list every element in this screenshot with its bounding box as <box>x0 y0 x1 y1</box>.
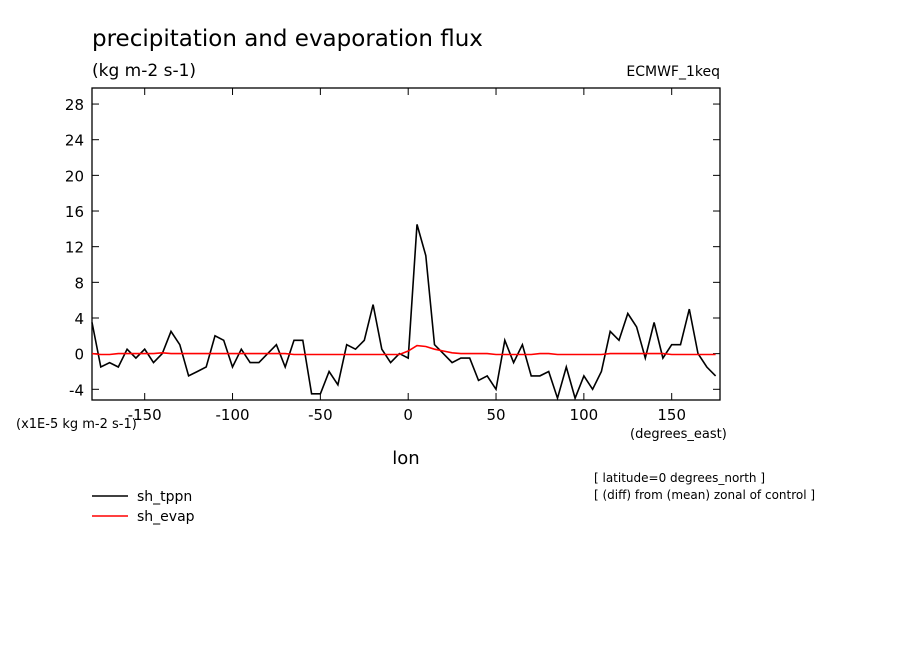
note: [ (diff) from (mean) zonal of control ] <box>594 488 815 502</box>
y-tick-label: 4 <box>74 310 84 328</box>
chart-subtitle: (kg m-2 s-1) <box>92 61 196 81</box>
y-tick-label: -4 <box>69 381 84 399</box>
x-tick-label: -50 <box>308 406 333 424</box>
x-tick-label: 50 <box>486 406 505 424</box>
x-axis-label: lon <box>392 448 419 469</box>
x-tick-label: 100 <box>570 406 599 424</box>
legend-label: sh_evap <box>137 509 195 525</box>
y-unit-label: (x1E-5 kg m-2 s-1) <box>16 417 137 432</box>
chart-title: precipitation and evaporation flux <box>92 26 483 52</box>
y-tick-label: 20 <box>65 167 84 185</box>
x-tick-label: 150 <box>657 406 686 424</box>
data-line <box>91 344 716 356</box>
x-tick-label: -150 <box>128 406 162 424</box>
data-line <box>91 224 717 401</box>
y-tick-label: 16 <box>65 203 84 221</box>
y-tick-label: 24 <box>65 132 84 150</box>
y-tick-label: 12 <box>65 239 84 257</box>
source-label: ECMWF_1keq <box>626 64 720 80</box>
note: [ latitude=0 degrees_north ] <box>594 471 765 485</box>
plot-frame <box>91 87 721 401</box>
x-tick-label: -100 <box>216 406 250 424</box>
x-tick-label: 0 <box>403 406 413 424</box>
y-tick-label: 28 <box>65 96 84 114</box>
y-tick-label: 0 <box>74 346 84 364</box>
legend-label: sh_tppn <box>137 489 192 505</box>
y-tick-label: 8 <box>74 274 84 292</box>
x-unit-label: (degrees_east) <box>630 427 727 442</box>
